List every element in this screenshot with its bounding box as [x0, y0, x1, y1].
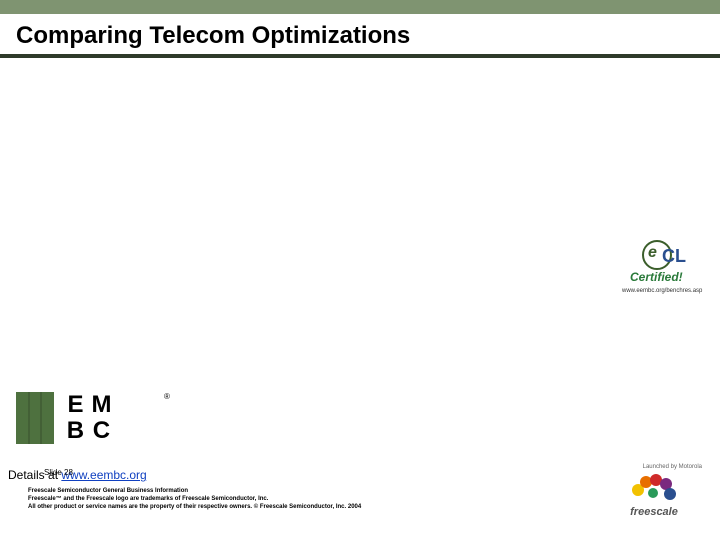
footer: Freescale Semiconductor General Business… — [28, 488, 528, 511]
slide-number: Slide 28 — [44, 468, 73, 477]
ecl-badge: e CL Certified! — [622, 238, 692, 286]
ecl-cl-text: CL — [662, 246, 686, 267]
footer-line-3: All other product or service names are t… — [28, 504, 528, 512]
footer-line-2: Freescale™ and the Freescale logo are tr… — [28, 496, 528, 504]
embc-registered-mark: ® — [164, 392, 170, 401]
embc-logo: EM BC — [16, 392, 156, 444]
embc-letters: EM BC — [62, 392, 114, 444]
slide: Comparing Telecom Optimizations e CL Cer… — [0, 0, 720, 540]
band-bottom — [0, 54, 720, 58]
details-line: Details at www.eembc.org Slide 28 — [8, 468, 147, 482]
embc-letter: B — [62, 418, 88, 444]
embc-letter: M — [88, 392, 114, 418]
ecl-certified-text: Certified! — [630, 270, 683, 284]
footer-line-1: Freescale Semiconductor General Business… — [28, 488, 528, 496]
ecl-url-text: www.eembc.org/benchres.asp — [622, 288, 692, 294]
freescale-name: freescale — [606, 506, 702, 518]
embc-bars-icon — [16, 392, 54, 444]
freescale-swirl-icon — [632, 474, 676, 504]
band-top — [0, 0, 720, 14]
ecl-logo: e CL Certified! www.eembc.org/benchres.a… — [622, 238, 692, 302]
details-link[interactable]: www.eembc.org — [61, 468, 146, 482]
swirl-dot-icon — [664, 488, 676, 500]
freescale-logo: freescale — [606, 474, 702, 528]
page-title: Comparing Telecom Optimizations — [16, 22, 410, 50]
swirl-dot-icon — [648, 488, 658, 498]
embc-letter: E — [62, 392, 88, 418]
embc-letter: C — [88, 418, 114, 444]
ecl-e-text: e — [648, 244, 657, 262]
freescale-tagline: Launched by Motorola — [643, 464, 702, 470]
